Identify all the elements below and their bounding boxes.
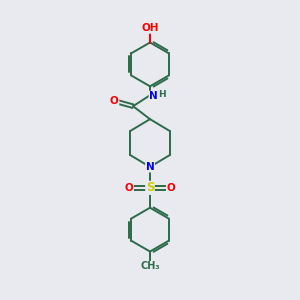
- Text: H: H: [158, 90, 166, 99]
- Text: CH₃: CH₃: [140, 262, 160, 272]
- Text: N: N: [146, 162, 154, 172]
- Text: O: O: [167, 183, 175, 193]
- Text: O: O: [125, 183, 134, 193]
- Text: O: O: [110, 96, 119, 106]
- Text: N: N: [149, 91, 158, 101]
- Text: S: S: [146, 181, 154, 194]
- Text: OH: OH: [141, 23, 159, 33]
